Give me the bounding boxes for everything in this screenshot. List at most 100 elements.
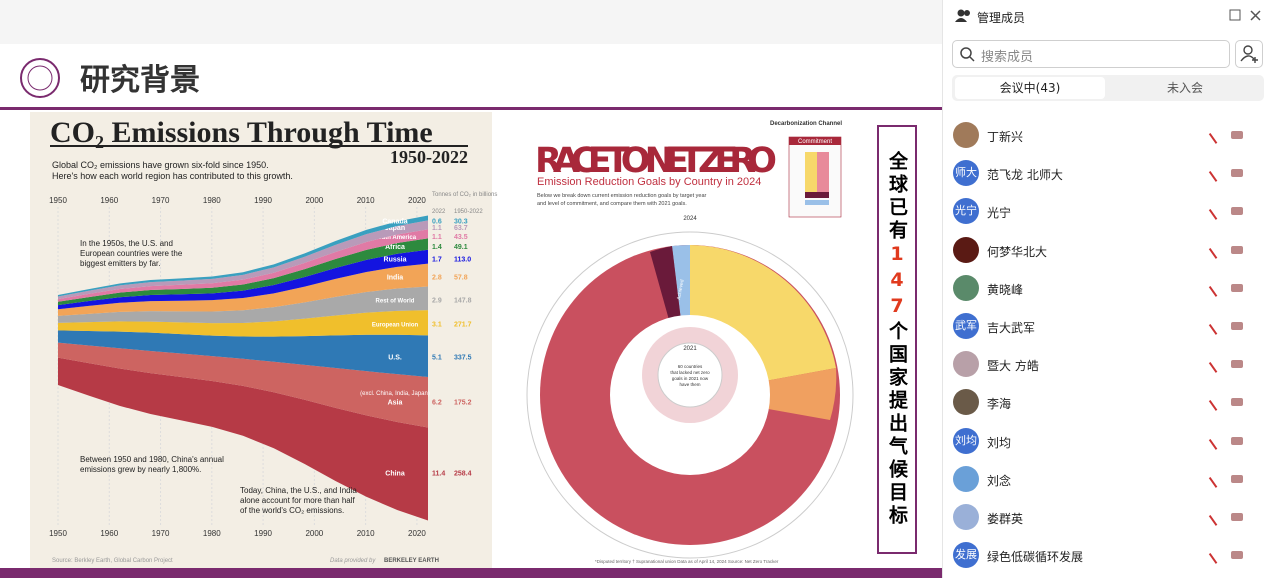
add-member[interactable] [1235,40,1263,68]
callout-number: 147 [886,243,908,321]
nz-subtitle: Emission Reduction Goals by Country in 2… [537,176,761,188]
search-box[interactable]: 搜索成员 [952,40,1230,68]
region-label: China [385,470,405,477]
camera-icon[interactable] [1231,513,1243,521]
value-total: 57.8 [454,275,468,282]
area-band [58,286,428,324]
nz-footer: *Disputed territory † Supranational unio… [595,559,779,564]
value-2022: 0.6 [432,218,442,225]
member-row[interactable]: 黄晓峰 [953,274,1253,305]
region-label: European Union [372,322,419,328]
x-tick-label: 2010 [357,196,375,205]
member-row[interactable]: 武军 吉大武军 [953,313,1253,343]
note: alone account for more than half [240,496,356,505]
camera-icon[interactable] [1231,283,1243,292]
camera-icon[interactable] [1231,551,1243,560]
bottom-bar [0,568,942,578]
camera-icon[interactable] [1231,360,1243,369]
value-2022: 1.1 [432,225,442,232]
camera-icon[interactable] [1231,474,1243,483]
avatar [953,504,979,530]
member-name: 刘均 [987,435,1012,450]
panel-header: 管理成员 [977,11,1026,25]
area-band [58,357,428,521]
area-band [58,249,428,310]
x-tick-label: 2020 [408,196,426,205]
mic-icon[interactable] [1208,431,1228,450]
value-total: 147.8 [454,297,472,304]
mic-icon[interactable] [1208,393,1228,412]
slide-title: 研究背景 [80,63,200,98]
mic-icon[interactable] [1208,355,1228,374]
x-tick-label: 2020 [408,529,426,538]
camera-icon[interactable] [1231,436,1243,445]
mic-icon[interactable] [1208,240,1228,259]
member-row[interactable]: 发展 绿色低碳循环发展 [953,542,1253,572]
value-total: 30.3 [454,218,468,225]
provided: Data provided by [330,558,376,564]
x-tick-label: 1970 [152,196,170,205]
camera-icon[interactable] [1231,207,1243,216]
channel: Decarbonization Channel [770,121,842,127]
avatar [953,274,979,301]
nz-title: RACE TO NET ZERO [535,141,777,181]
achieved: Achieved [676,279,686,301]
avatar: 师大 [953,160,979,187]
member-row[interactable]: 刘均 刘均 [953,427,1253,458]
center-text: 60 countries [678,364,703,369]
window-controls[interactable] [1229,9,1263,23]
legend-head [789,137,841,145]
tab[interactable]: 未入会 [1166,81,1203,95]
area-band [58,215,428,297]
x-tick-label: 1980 [203,529,221,538]
value-total: 258.4 [454,470,472,477]
mic-icon[interactable] [1208,202,1228,221]
avatar [953,465,979,492]
logo-inner [27,65,53,91]
mic-icon[interactable] [1208,126,1228,144]
x-tick-label: 1950 [49,196,67,205]
member-row[interactable]: 李海 [953,389,1253,419]
member-row[interactable]: 娄群英 [953,504,1253,534]
camera-icon[interactable] [1231,245,1243,254]
member-row[interactable]: 暨大 方皓 [953,351,1253,381]
value-2022: 11.4 [432,470,445,477]
mic-icon[interactable] [1208,508,1228,526]
tab[interactable]: 会议中(43) [955,77,1105,99]
member-name: 暨大 方皓 [987,359,1039,374]
region-label: South America [374,235,417,241]
member-name: 绿色低碳循环发展 [987,550,1084,565]
member-panel: 管理成员 搜索成员 会议中(43) 未入会 丁新兴师大 范飞龙 北师大 光宁 光宁何梦… [942,0,1267,578]
mic-icon[interactable] [1208,546,1228,565]
people-icon [955,9,970,22]
x-tick-label: 1980 [203,196,221,205]
camera-icon[interactable] [1231,169,1243,178]
mic-icon[interactable] [1208,278,1228,297]
mic-icon[interactable] [1208,469,1228,488]
legend-title: Commitment [798,139,832,145]
region-label: U.S. [388,354,402,361]
callout: 全球已有147个国家提出气候目标 [877,125,917,554]
camera-icon[interactable] [1231,398,1243,407]
value-2022: 3.1 [432,321,442,328]
mic-icon[interactable] [1208,164,1228,183]
note: of the world's CO₂ emissions. [240,506,344,515]
rule [0,107,942,110]
x-tick-label: 2010 [357,529,375,538]
area-band [58,310,428,337]
col-header: 2022 [432,209,446,215]
x-tick-label: 1960 [100,196,118,205]
unit-label: Tonnes of CO₂ in billions [432,192,497,198]
value-total: 63.7 [454,225,468,232]
member-row[interactable]: 师大 范飞龙 北师大 [953,160,1253,190]
avatar [953,351,979,378]
member-row[interactable]: 光宁 光宁 [953,198,1253,228]
camera-icon[interactable] [1231,131,1243,139]
nz-intro: Below we break down current emission red… [537,193,707,199]
member-row[interactable]: 刘念 [953,465,1253,496]
member-row[interactable]: 何梦华北大 [953,236,1253,267]
camera-icon[interactable] [1231,322,1243,330]
member-row[interactable]: 丁新兴 [953,122,1253,152]
region-label: Africa [385,244,405,251]
mic-icon[interactable] [1208,317,1228,335]
